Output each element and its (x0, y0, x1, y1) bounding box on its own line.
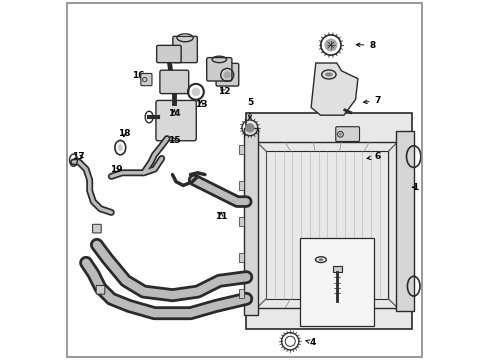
FancyBboxPatch shape (172, 36, 197, 63)
FancyBboxPatch shape (335, 127, 359, 141)
Text: 3: 3 (343, 256, 355, 266)
Bar (239, 145, 244, 154)
Bar (239, 289, 244, 298)
Text: 4: 4 (305, 338, 315, 347)
Text: 15: 15 (168, 136, 180, 145)
Text: 12: 12 (218, 87, 230, 96)
Bar (300, 238, 373, 326)
Text: 9: 9 (210, 186, 217, 195)
Polygon shape (310, 63, 357, 115)
FancyBboxPatch shape (96, 285, 104, 294)
Circle shape (191, 87, 200, 96)
Text: 19: 19 (110, 166, 123, 175)
Text: 16: 16 (132, 71, 144, 80)
Circle shape (223, 71, 230, 78)
Ellipse shape (324, 72, 332, 77)
Bar (239, 253, 244, 262)
Text: 5: 5 (246, 98, 252, 118)
FancyBboxPatch shape (160, 70, 188, 94)
Text: 7: 7 (363, 96, 380, 105)
Bar (395, 131, 413, 311)
Text: 6: 6 (366, 152, 380, 161)
Text: 17: 17 (72, 152, 84, 161)
Bar (246, 113, 411, 329)
Bar (244, 128, 258, 315)
FancyBboxPatch shape (156, 45, 181, 63)
Circle shape (244, 123, 254, 132)
Text: 1: 1 (411, 183, 418, 192)
FancyBboxPatch shape (141, 73, 152, 86)
Text: 18: 18 (118, 129, 130, 138)
Text: 11: 11 (214, 212, 227, 220)
Text: 10: 10 (168, 71, 180, 80)
Bar (239, 217, 244, 226)
Bar (332, 266, 341, 272)
Bar (239, 181, 244, 190)
Ellipse shape (318, 258, 323, 261)
Text: 2: 2 (304, 278, 310, 287)
Text: 14: 14 (168, 109, 180, 118)
Text: 13: 13 (195, 100, 207, 109)
FancyBboxPatch shape (92, 224, 101, 233)
Text: 8: 8 (356, 41, 375, 50)
FancyBboxPatch shape (206, 58, 231, 81)
FancyBboxPatch shape (156, 100, 196, 141)
FancyBboxPatch shape (216, 63, 238, 86)
Ellipse shape (118, 144, 122, 151)
Circle shape (338, 133, 341, 136)
Circle shape (324, 39, 337, 51)
